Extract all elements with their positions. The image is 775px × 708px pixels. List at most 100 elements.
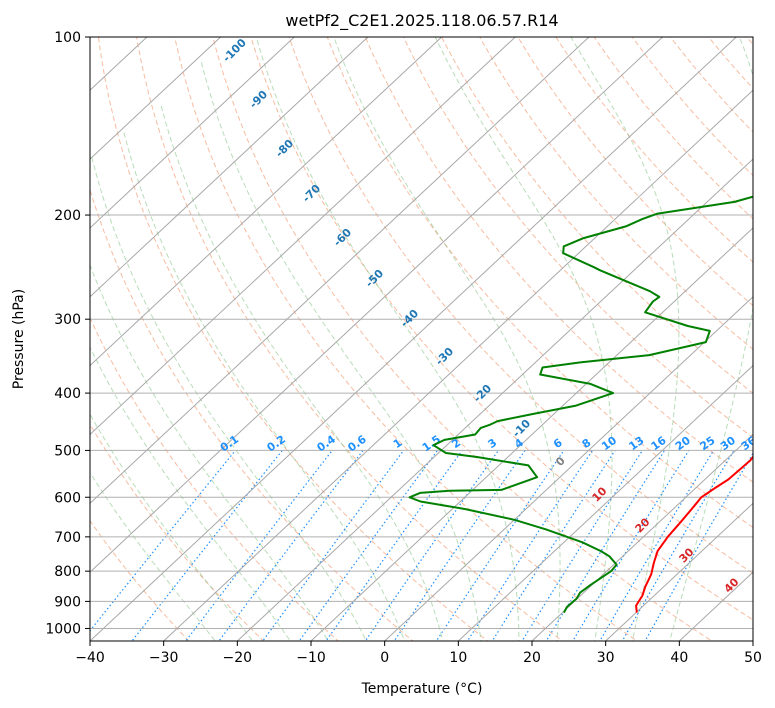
isotherm-label: -100 [220, 36, 249, 65]
y-tick-label: 200 [54, 208, 81, 224]
dry-adiabat [136, 37, 564, 641]
dry-adiabat [402, 37, 753, 439]
isotherm-label: -80 [273, 137, 296, 160]
dry-adiabat [745, 37, 753, 46]
dry-adiabat [707, 37, 753, 90]
isotherm-line [752, 640, 753, 641]
dewpoint-line [408, 195, 753, 614]
y-tick-label: 600 [54, 490, 81, 506]
isotherm-label: 20 [633, 515, 653, 535]
isotherm-label: -30 [433, 345, 456, 368]
mixing-ratio-label: 1 [391, 436, 405, 451]
mixing-ratio-line [393, 450, 526, 641]
isotherm-line [236, 158, 753, 641]
moist-adiabat [160, 104, 444, 641]
mixing-ratio-label: 1.5 [420, 433, 443, 455]
x-tick-label: −40 [75, 650, 105, 666]
x-tick-label: 40 [670, 650, 688, 666]
x-tick-label: 10 [449, 650, 467, 666]
mixing-ratio-label: 8 [580, 436, 594, 451]
isotherm-label: 40 [722, 575, 742, 595]
isoline-labels: 0.1 0.2 0.4 0.6 1 1.5 2 3 4 6 8 10 13 16 20 25 30 36-100-… [218, 36, 753, 596]
mixing-ratio-label: 0.1 [218, 433, 241, 455]
mixing-ratio-line [521, 450, 644, 641]
isotherm-line [90, 37, 369, 298]
y-axis-label: Pressure (hPa) [11, 289, 27, 389]
dry-adiabat [97, 37, 489, 641]
x-tick-label: 30 [597, 650, 615, 666]
x-axis: −40 −30 −20 −10 0 10 20 30 40 50 [75, 641, 762, 666]
isotherm-line [163, 89, 753, 641]
x-tick-label: 0 [380, 650, 389, 666]
temperature-line [635, 455, 753, 613]
isotherm-line [531, 433, 753, 641]
isotherm-line [90, 37, 295, 229]
x-tick-label: −10 [296, 650, 326, 666]
x-tick-label: −30 [149, 650, 179, 666]
mixing-ratio-line [644, 452, 753, 641]
mixing-ratio-line [218, 450, 364, 641]
dry-adiabat [517, 37, 753, 307]
mixing-ratio-label: 0.4 [315, 432, 339, 454]
x-tick-label: −20 [223, 650, 253, 666]
data-series [408, 195, 753, 614]
mixing-ratio-line [90, 450, 236, 632]
mixing-ratio-line [185, 450, 333, 641]
mixing-ratio-line [131, 450, 283, 641]
mixing-ratio-line [325, 450, 463, 641]
x-tick-label: 20 [523, 650, 541, 666]
y-tick-label: 500 [54, 443, 81, 459]
mixing-ratio-line [621, 450, 735, 641]
x-tick-label: 50 [744, 650, 762, 666]
isotherm-label: -90 [247, 88, 270, 111]
dry-adiabat [90, 423, 265, 641]
mixing-ratio-line [435, 450, 565, 641]
isotherm-line [310, 227, 753, 641]
dry-adiabat [250, 37, 753, 621]
mixing-ratio-line [262, 450, 405, 641]
isotherm-label: -70 [300, 182, 323, 205]
moist-adiabat [200, 61, 482, 641]
mixing-ratio-label: 6 [551, 436, 565, 451]
y-tick-label: 300 [54, 312, 81, 328]
dry-adiabat [555, 37, 753, 263]
isotherm-line [90, 37, 221, 160]
dry-adiabat [90, 188, 414, 641]
isotherm-line [605, 502, 753, 641]
isotherm-label: 10 [590, 484, 610, 504]
background-lines [90, 37, 753, 641]
mixing-ratio-line [491, 450, 616, 641]
isotherm-line [90, 37, 737, 641]
moist-adiabat [434, 37, 613, 641]
moist-adiabat [255, 37, 520, 641]
mixing-ratio-line [599, 450, 715, 641]
y-tick-label: 900 [54, 594, 81, 610]
mixing-ratio-label: 0.2 [265, 433, 288, 455]
moist-adiabat [123, 132, 406, 641]
chart-title: wetPf2_C2E1.2025.118.06.57.R14 [285, 11, 558, 31]
dry-adiabat [479, 37, 753, 350]
grid [90, 37, 753, 641]
y-tick-label: 100 [54, 30, 81, 46]
isotherm-label: -20 [471, 382, 494, 405]
moist-adiabat [91, 157, 367, 641]
isotherm-line [90, 37, 590, 504]
y-tick-label: 400 [54, 386, 81, 402]
dry-adiabat [90, 519, 190, 641]
dry-adiabat [212, 37, 713, 641]
mixing-ratio-label: 3 [486, 436, 500, 451]
dry-adiabat [90, 316, 339, 641]
isotherm-label: 30 [677, 545, 697, 565]
dry-adiabat [364, 37, 753, 483]
dry-adiabat [288, 37, 753, 574]
x-axis-label: Temperature (°C) [361, 681, 483, 697]
plot-frame [89, 36, 754, 642]
y-axis: 1000 900 800 700 600 500 400 300 200 100 [45, 30, 90, 637]
mixing-ratio-line [572, 450, 690, 641]
isotherm-line [90, 37, 442, 367]
isotherm-line [678, 571, 753, 641]
moist-adiabat [90, 471, 216, 641]
y-tick-label: 800 [54, 564, 81, 580]
moist-adiabat [90, 345, 291, 641]
